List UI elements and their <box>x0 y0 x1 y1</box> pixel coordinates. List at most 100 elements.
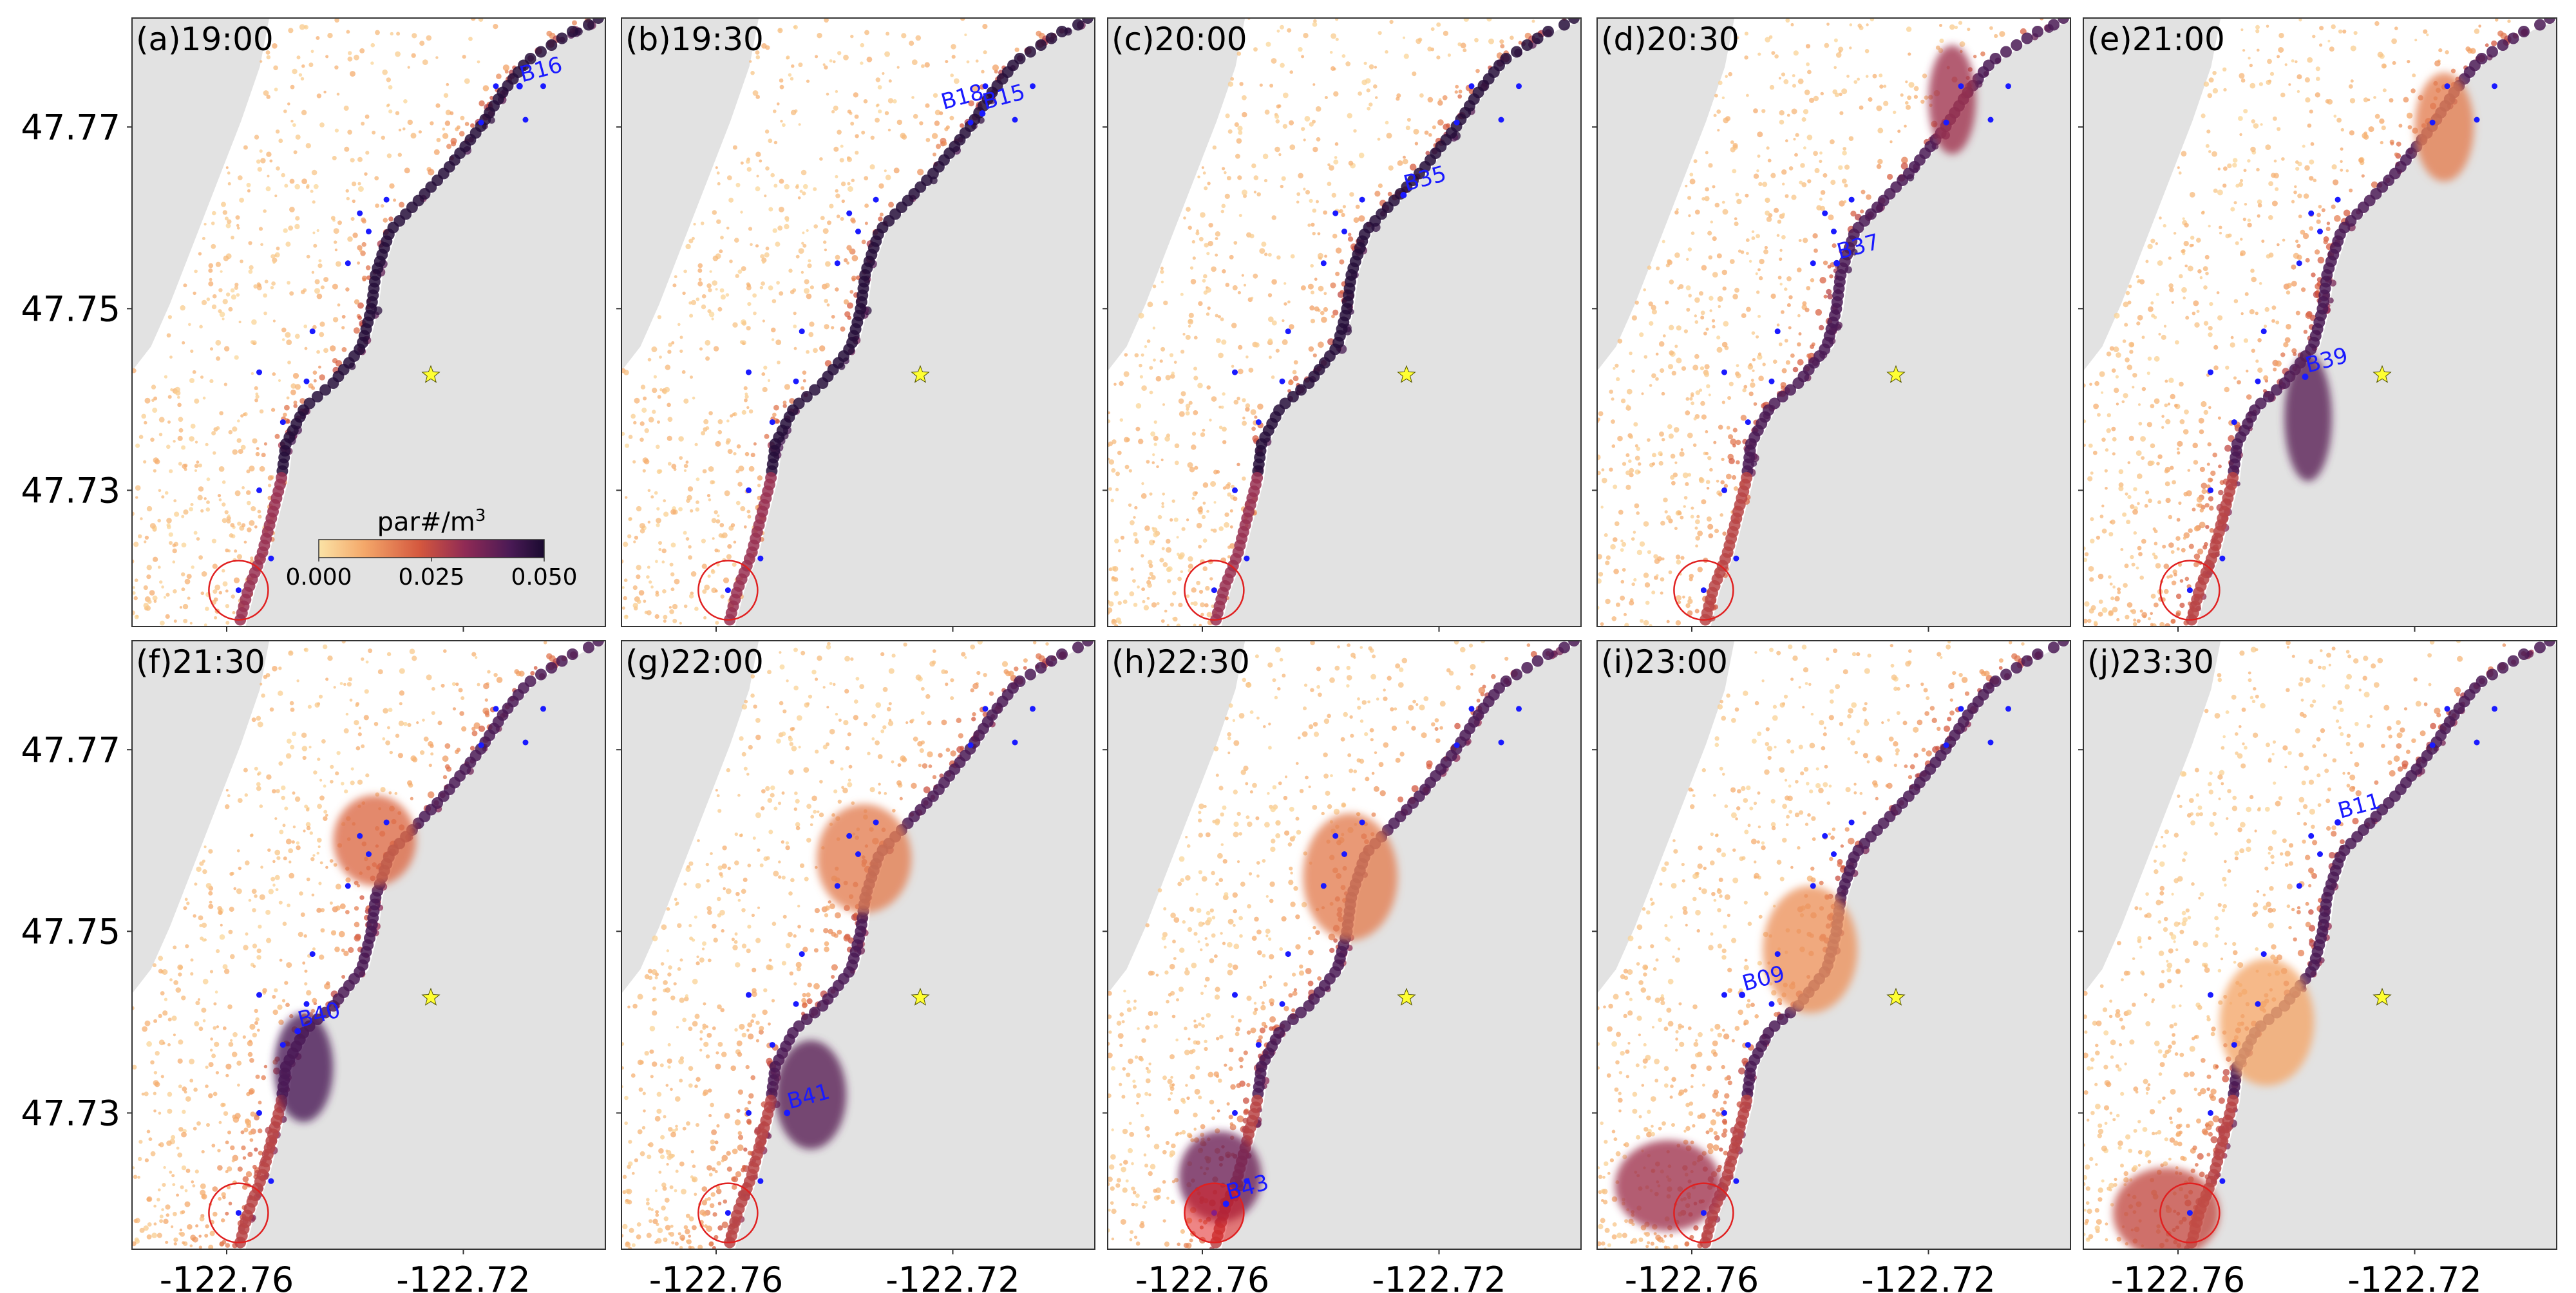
panel-h: B43(h)22:30 <box>1107 640 1582 1250</box>
ticks <box>1103 126 1440 632</box>
buoy-1 <box>2492 706 2497 712</box>
buoy-0 <box>493 83 499 90</box>
x-tick-label: -122.72 <box>1372 1260 1506 1293</box>
land-east <box>735 18 1095 627</box>
panel-title: (g)22:00 <box>625 643 764 681</box>
buoy-0 <box>982 83 989 90</box>
buoy-2 <box>478 742 484 748</box>
release-star-icon <box>2372 364 2392 383</box>
buoy-12 <box>746 487 752 493</box>
buoy-11 <box>1255 1042 1262 1048</box>
release-star-icon <box>1886 364 1906 383</box>
buoy-13 <box>268 1178 274 1184</box>
buoy-13 <box>1244 1178 1250 1184</box>
release-star-icon <box>421 987 440 1006</box>
buoy-8 <box>1285 328 1291 335</box>
colorbar-tick-label: 0.000 <box>285 564 352 590</box>
buoy-6 <box>855 851 861 857</box>
ticks <box>616 126 954 632</box>
buoy-3 <box>2474 117 2480 123</box>
x-tick-label: -122.72 <box>886 1260 1019 1293</box>
buoy-14 <box>235 587 242 594</box>
plume-0 <box>2284 354 2332 482</box>
buoy-10 <box>2255 378 2261 384</box>
buoy-12 <box>2208 487 2213 493</box>
buoy-3 <box>1987 739 1994 746</box>
buoy-3 <box>1498 739 1504 746</box>
buoy-8 <box>1285 951 1291 958</box>
buoy-12 <box>256 1109 262 1116</box>
panel-title: (a)19:00 <box>136 21 274 58</box>
buoy-5 <box>846 210 853 216</box>
buoy-8 <box>309 951 316 958</box>
buoy-11 <box>279 419 286 426</box>
buoy-13 <box>757 555 764 562</box>
panel-title: (f)21:30 <box>136 643 265 681</box>
coastal-band <box>234 18 604 626</box>
buoy-7 <box>1320 883 1327 889</box>
alert-ring <box>1184 560 1245 621</box>
buoy-9 <box>2208 992 2213 998</box>
plume-1 <box>817 804 912 914</box>
panel-d: B37(d)20:30 <box>1596 17 2071 627</box>
buoy-5 <box>1822 210 1828 216</box>
y-tick-label: 47.77 <box>21 730 120 770</box>
land-east <box>1710 641 2070 1249</box>
plume-0 <box>274 1013 334 1122</box>
buoy-6 <box>2317 229 2323 234</box>
panel-frame <box>131 640 606 1250</box>
buoy-8 <box>1774 328 1781 335</box>
y-tick-label: 47.73 <box>21 1093 120 1133</box>
plume-1 <box>1303 813 1398 941</box>
alert-ring <box>1184 1182 1245 1243</box>
buoy-2 <box>1454 119 1460 126</box>
buoy-2 <box>967 742 974 748</box>
coastal-band <box>1210 18 1580 626</box>
buoys <box>1700 706 2011 1216</box>
release-star-icon <box>421 364 440 383</box>
buoy-12 <box>1232 1109 1238 1116</box>
alert-ring <box>2159 1182 2221 1243</box>
buoy-4 <box>383 819 390 826</box>
panel-g: B41(g)22:00 <box>621 640 1095 1250</box>
buoy-10 <box>303 378 310 384</box>
panel-frame <box>621 640 1095 1250</box>
buoy-0 <box>1958 83 1964 90</box>
buoy-7 <box>345 260 351 267</box>
buoy-14 <box>2186 587 2193 594</box>
plume-1 <box>1763 885 1858 1014</box>
buoy-7 <box>2296 883 2302 889</box>
buoy-14 <box>235 1210 242 1216</box>
x-tick-label: -122.72 <box>396 1260 530 1293</box>
buoy-3 <box>1987 117 1994 123</box>
buoy-11 <box>279 1042 286 1048</box>
buoy-3 <box>522 739 529 746</box>
buoy-4 <box>873 196 879 203</box>
buoy-14 <box>724 1210 731 1216</box>
colorbar-tick-label: 0.050 <box>511 564 577 590</box>
alert-ring <box>208 1182 269 1243</box>
buoys <box>724 706 1036 1216</box>
buoy-3 <box>522 117 529 123</box>
buoy-14 <box>2186 1210 2193 1216</box>
land-east <box>1710 18 2070 627</box>
colorbar: par#/m3 0.000 0.025 0.050 <box>285 506 577 590</box>
buoy-2 <box>1943 119 1949 126</box>
buoy-11 <box>2231 1042 2237 1048</box>
colorbar-ramp <box>318 539 545 558</box>
release-star-icon <box>911 987 930 1006</box>
buoy-8 <box>2260 951 2267 958</box>
alert-ring <box>208 560 269 621</box>
buoy-1 <box>2492 83 2497 90</box>
buoy-5 <box>2308 210 2315 216</box>
buoy-3 <box>1012 739 1018 746</box>
buoy-12 <box>256 487 262 493</box>
buoy-9 <box>1232 369 1238 375</box>
buoy-2 <box>478 119 484 126</box>
buoy-12 <box>1232 487 1238 493</box>
y-tick-label: 47.75 <box>21 911 120 952</box>
buoy-9 <box>746 369 752 375</box>
buoy-0 <box>2444 83 2450 90</box>
